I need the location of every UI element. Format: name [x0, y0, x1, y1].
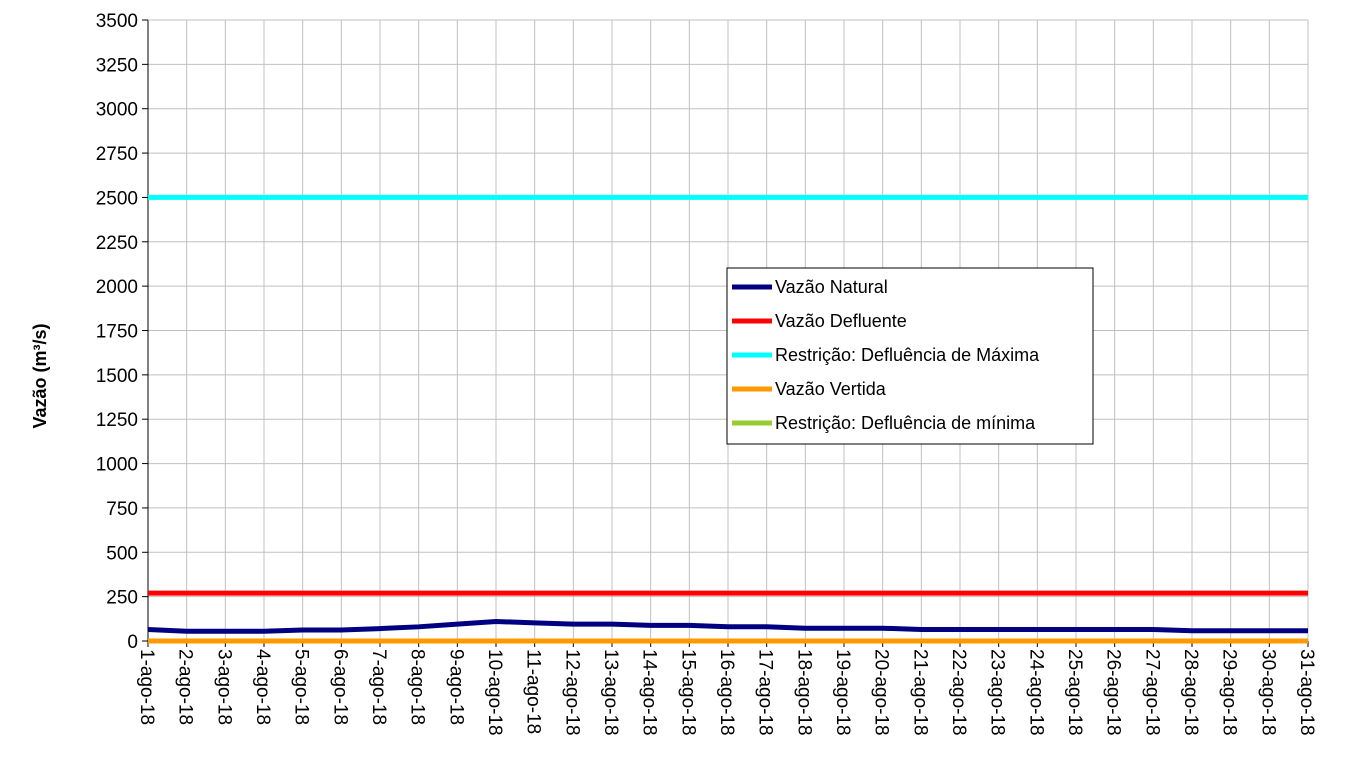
x-tick-label: 13-ago-18 [600, 649, 621, 736]
x-tick-label: 26-ago-18 [1103, 649, 1124, 736]
y-tick-label: 2000 [96, 277, 138, 298]
x-tick-label: 21-ago-18 [909, 649, 930, 736]
x-tick-label: 16-ago-18 [716, 649, 737, 736]
y-tick-label: 1000 [96, 455, 138, 476]
y-tick-label: 750 [106, 499, 138, 520]
x-tick-label: 2-ago-18 [175, 649, 196, 725]
x-tick-label: 19-ago-18 [832, 649, 853, 736]
y-tick-label: 2500 [96, 188, 138, 209]
y-tick-label: 3250 [96, 55, 138, 76]
x-tick-label: 9-ago-18 [445, 649, 466, 725]
y-tick-label: 2250 [96, 233, 138, 254]
x-tick-label: 4-ago-18 [252, 649, 273, 725]
x-tick-label: 29-ago-18 [1219, 649, 1240, 736]
y-tick-label: 1500 [96, 366, 138, 387]
legend-box [726, 267, 1094, 445]
y-tick-label: 250 [106, 588, 138, 609]
axes: 0 250 500 750 1000 1250 1500 1750 2000 2250 2500 27… [96, 11, 1317, 736]
x-tick-label: 11-ago-18 [523, 649, 544, 734]
x-tick-label: 20-ago-18 [871, 649, 892, 736]
x-tick-label: 22-ago-18 [948, 649, 969, 736]
y-tick-label: 0 [127, 632, 138, 653]
y-tick-label: 1750 [96, 322, 138, 343]
x-tick-label: 15-ago-18 [677, 649, 698, 736]
x-tick-label: 28-ago-18 [1180, 649, 1201, 736]
x-tick-label: 30-ago-18 [1257, 649, 1278, 736]
x-tick-label: 25-ago-18 [1064, 649, 1085, 736]
y-axis-title: Vazão (m³/s) [30, 323, 50, 428]
x-tick-label: 12-ago-18 [561, 649, 582, 736]
x-tick-label: 31-ago-18 [1296, 649, 1317, 736]
y-tick-label: 500 [106, 543, 138, 564]
x-tick-label: 24-ago-18 [1025, 649, 1046, 736]
x-tick-label: 23-ago-18 [987, 649, 1008, 736]
x-tick-label: 5-ago-18 [291, 649, 312, 725]
x-tick-label: 1-ago-18 [136, 649, 157, 725]
legend-label: Vazão Defluente [775, 311, 907, 331]
series-group [147, 194, 1308, 644]
legend: Vazão Natural Vazão Defluente Restrição: D… [726, 267, 1094, 445]
legend-label: Vazão Natural [775, 277, 888, 297]
series-line-vazao-natural [147, 618, 1308, 634]
x-tick-label: 27-ago-18 [1141, 649, 1162, 736]
y-tick-label: 2750 [96, 144, 138, 165]
x-tick-label: 18-ago-18 [793, 649, 814, 736]
y-tick-label: 1250 [96, 410, 138, 431]
x-tick-label: 6-ago-18 [329, 649, 350, 725]
x-tick-label: 3-ago-18 [213, 649, 234, 725]
x-tick-label: 17-ago-18 [755, 649, 776, 736]
y-tick-label: 3000 [96, 100, 138, 121]
y-tick-label: 3500 [96, 11, 138, 32]
grid [147, 19, 1309, 642]
x-tick-label: 14-ago-18 [639, 649, 660, 736]
x-tick-label: 8-ago-18 [407, 649, 428, 725]
x-tick-label: 7-ago-18 [368, 649, 389, 725]
legend-label: Restrição: Defluência de Máxima [775, 345, 1040, 365]
legend-label: Vazão Vertida [775, 379, 887, 399]
legend-label: Restrição: Defluência de mínima [775, 413, 1036, 433]
x-tick-label: 10-ago-18 [484, 649, 505, 736]
